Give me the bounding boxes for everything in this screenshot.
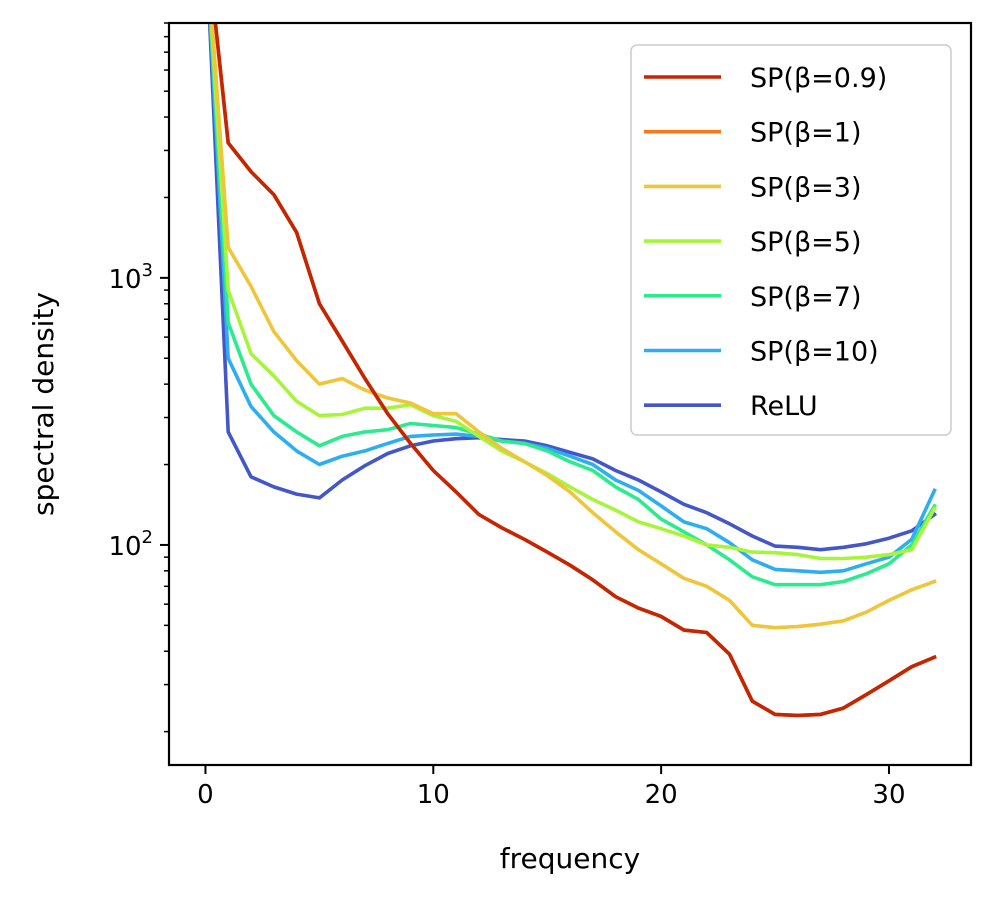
x-axis-label: frequency [500, 842, 640, 875]
x-tick-label-3: 30 [872, 780, 905, 810]
series-line-3 [209, 23, 937, 561]
series-line-5 [208, 23, 937, 575]
legend-label-0: SP(β=0.9) [750, 63, 887, 94]
series-line-2 [210, 23, 937, 630]
x-axis: 0 10 20 30 [197, 765, 906, 810]
legend-label-2: SP(β=3) [750, 172, 862, 203]
legend-label-1: SP(β=1) [750, 118, 862, 149]
x-tick-label-2: 20 [645, 780, 678, 810]
legend-label-5: SP(β=10) [750, 337, 879, 368]
series-line-0 [213, 23, 937, 718]
series-lines [207, 23, 938, 718]
legend-label-6: ReLU [750, 391, 818, 422]
series-line-6 [207, 23, 938, 552]
y-tick-label-0: 102 [108, 527, 153, 562]
y-tick-label-1: 103 [108, 260, 153, 295]
x-tick-label-1: 10 [417, 780, 450, 810]
legend-label-3: SP(β=5) [750, 227, 862, 258]
y-axis-label: spectral density [27, 292, 60, 516]
legend: SP(β=0.9) SP(β=1) SP(β=3) SP(β=5) SP(β=7) SP(… [630, 44, 952, 436]
y-axis: 102 103 [108, 22, 169, 733]
series-line-4 [209, 23, 937, 587]
plot-frame [167, 21, 973, 767]
legend-box [630, 44, 952, 436]
x-tick-label-0: 0 [197, 780, 214, 810]
legend-label-4: SP(β=7) [750, 282, 862, 313]
